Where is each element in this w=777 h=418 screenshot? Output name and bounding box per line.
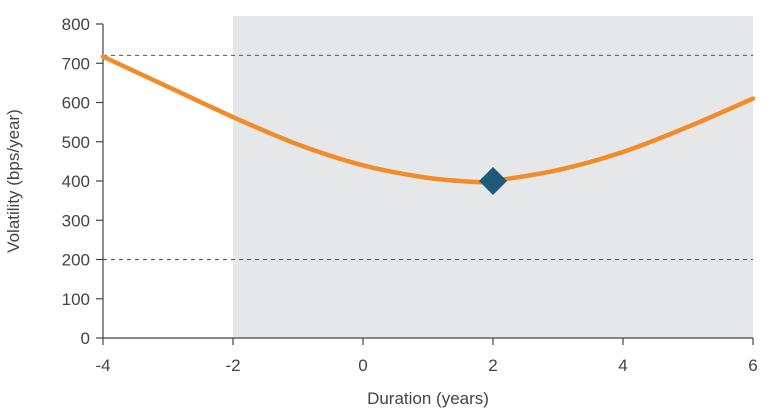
y-tick-label-400: 400 <box>62 172 90 191</box>
y-tick-label-200: 200 <box>62 251 90 270</box>
x-tick-label-0: 0 <box>358 356 367 375</box>
axes-layer: 0 100 200 300 400 500 600 700 800 -4 -2 0 2 4 6 <box>62 15 758 375</box>
x-tick-label-4: 4 <box>618 356 627 375</box>
series-layer <box>100 54 756 185</box>
y-tick-label-600: 600 <box>62 94 90 113</box>
y-tick-label-800: 800 <box>62 15 90 34</box>
y-tick-label-100: 100 <box>62 290 90 309</box>
y-tick-label-300: 300 <box>62 211 90 230</box>
diamond-marker-0 <box>479 167 507 195</box>
y-tick-label-0: 0 <box>81 329 90 348</box>
y-tick-label-500: 500 <box>62 133 90 152</box>
x-tick-label--4: -4 <box>95 356 110 375</box>
x-tick-label-6: 6 <box>748 356 757 375</box>
series-line-0 <box>100 54 756 185</box>
x-axis-title: Duration (years) <box>367 389 489 408</box>
x-tick-label-2: 2 <box>488 356 497 375</box>
y-tick-label-700: 700 <box>62 54 90 73</box>
markers-layer <box>479 167 507 195</box>
y-axis-title: Volatility (bps/year) <box>4 109 23 253</box>
x-tick-label--2: -2 <box>225 356 240 375</box>
